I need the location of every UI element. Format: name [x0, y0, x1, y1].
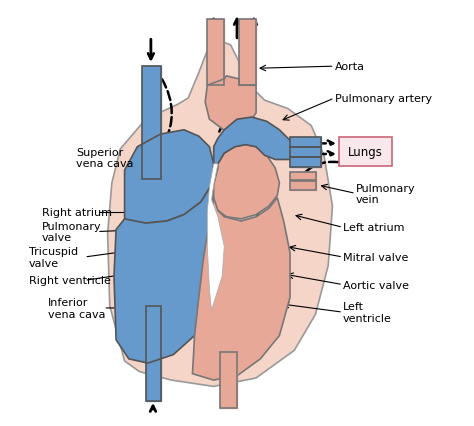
- Text: Tricuspid
valve: Tricuspid valve: [29, 247, 78, 268]
- Bar: [239, 20, 256, 86]
- Text: Left
ventricle: Left ventricle: [343, 302, 392, 323]
- Polygon shape: [214, 145, 279, 219]
- Bar: [290, 181, 316, 190]
- Polygon shape: [192, 169, 290, 380]
- Text: Aortic valve: Aortic valve: [343, 280, 409, 290]
- Bar: [146, 306, 161, 401]
- Text: Pulmonary
valve: Pulmonary valve: [42, 221, 101, 243]
- Bar: [142, 67, 161, 179]
- Text: Inferior
vena cava: Inferior vena cava: [48, 297, 106, 319]
- Polygon shape: [125, 130, 214, 224]
- Polygon shape: [108, 42, 332, 386]
- Polygon shape: [114, 185, 224, 363]
- Bar: [207, 20, 224, 86]
- Polygon shape: [214, 118, 294, 164]
- Bar: [290, 138, 320, 148]
- Bar: [290, 173, 316, 181]
- Bar: [290, 157, 320, 167]
- FancyBboxPatch shape: [339, 138, 392, 167]
- Bar: [290, 157, 320, 167]
- Text: Right ventricle: Right ventricle: [29, 276, 111, 286]
- Bar: [290, 147, 320, 158]
- Bar: [146, 306, 161, 401]
- Bar: [220, 353, 237, 408]
- Bar: [290, 147, 320, 158]
- Polygon shape: [207, 164, 224, 311]
- Text: Right atrium: Right atrium: [42, 208, 112, 218]
- Text: Superior
vena cava: Superior vena cava: [76, 147, 133, 169]
- Bar: [142, 67, 161, 179]
- Text: Aorta: Aorta: [335, 62, 365, 72]
- Bar: [220, 353, 237, 408]
- Text: Pulmonary artery: Pulmonary artery: [335, 94, 432, 104]
- Text: Pulmonary
vein: Pulmonary vein: [356, 183, 415, 205]
- Polygon shape: [205, 77, 256, 132]
- Bar: [290, 181, 316, 190]
- Bar: [239, 20, 256, 86]
- Bar: [207, 20, 224, 86]
- Text: Mitral valve: Mitral valve: [343, 253, 409, 262]
- Text: Lungs: Lungs: [348, 146, 383, 159]
- Bar: [290, 138, 320, 148]
- Text: Left atrium: Left atrium: [343, 223, 404, 233]
- Bar: [290, 173, 316, 181]
